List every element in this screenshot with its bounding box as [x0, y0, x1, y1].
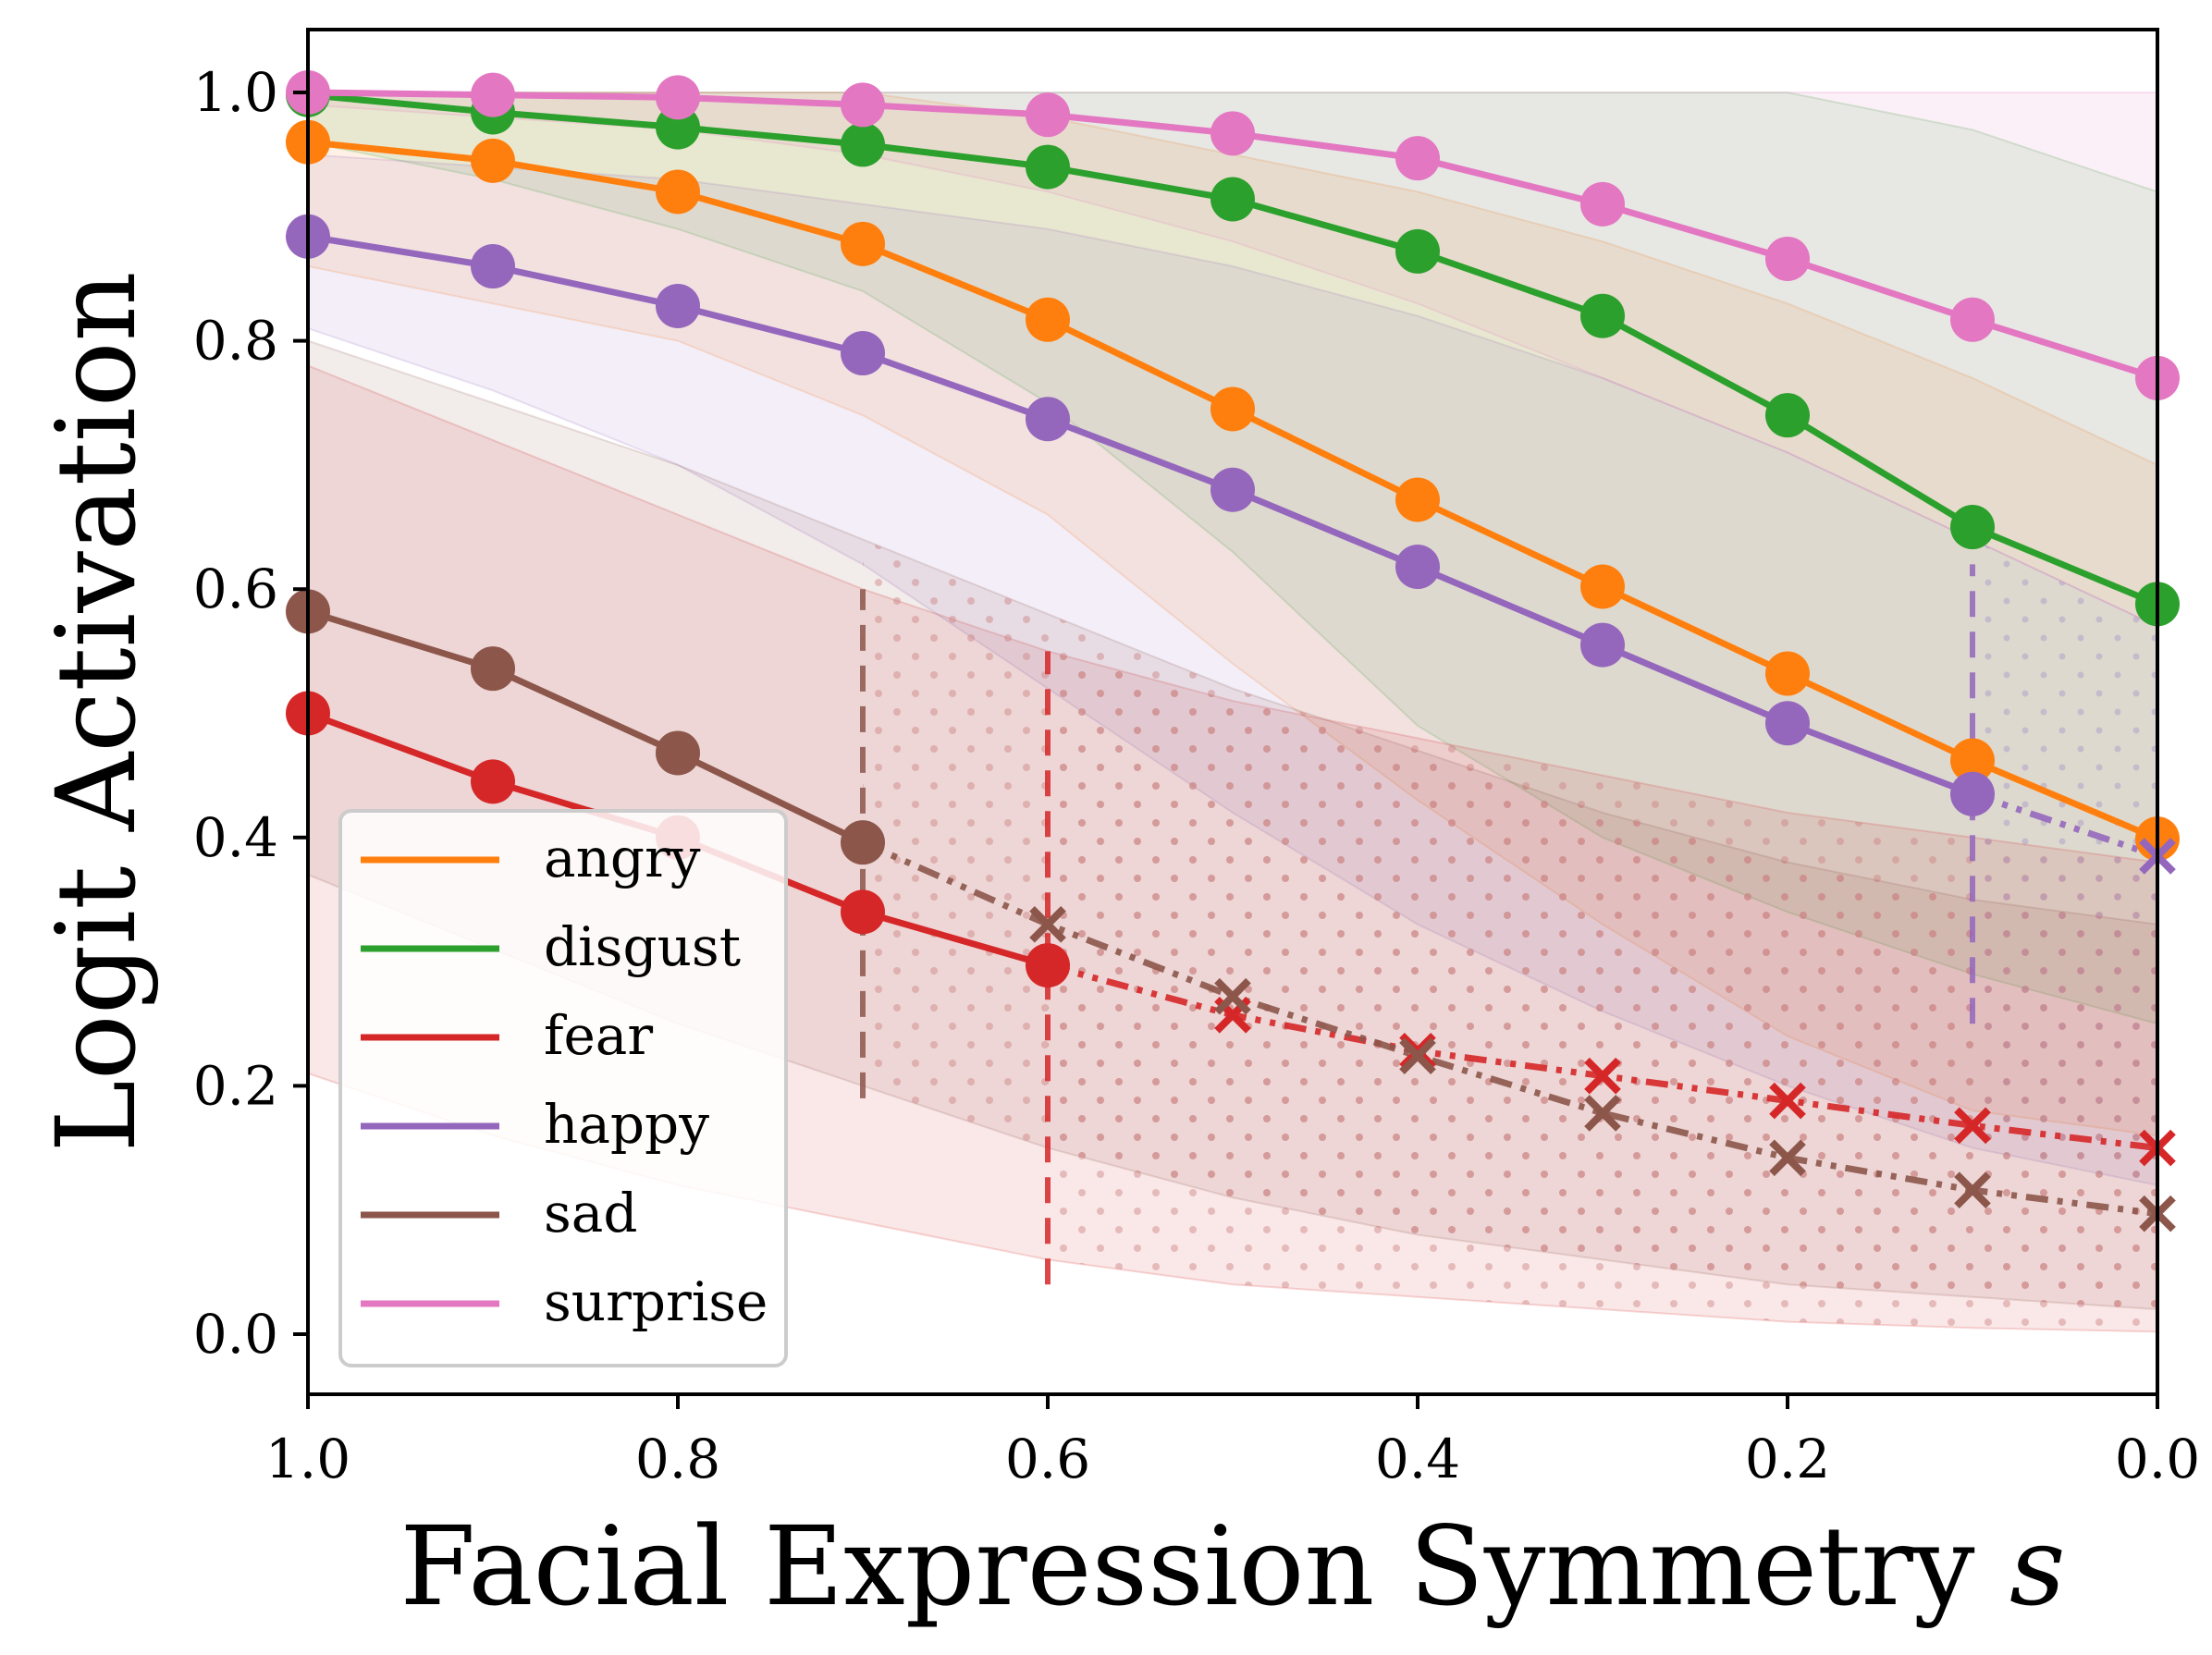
sad-extrapolated-point	[1584, 1095, 1621, 1132]
surprise-point	[1765, 236, 1810, 281]
x-tick-label: 1.0	[265, 1428, 350, 1490]
angry-point	[1026, 297, 1070, 342]
disgust-point	[1210, 177, 1255, 222]
happy-point	[841, 331, 885, 376]
disgust-band	[308, 92, 2157, 1025]
surprise-point	[841, 82, 885, 128]
sad-extrapolated-point	[1954, 1171, 1991, 1209]
fear-extrapolated-point	[1769, 1082, 1806, 1120]
plot-frame	[306, 28, 2159, 1396]
sad-extrapolated-point	[1029, 905, 1066, 943]
happy-point	[1026, 397, 1070, 442]
legend-label-angry: angry	[544, 827, 701, 889]
x-tick-label: 0.0	[2115, 1428, 2200, 1490]
surprise-point	[1210, 111, 1255, 156]
axes: 0.0 0.2 0.4 0.6 0.8 1.0 1.0 0.8 0.6 0.4 0.2 0.0	[193, 61, 2200, 1490]
sad-extrapolated-point	[1214, 977, 1251, 1015]
y-axis-label: Logit Activation	[32, 271, 160, 1152]
sad-extrapolated-point	[1399, 1037, 1436, 1074]
sad-post-threshold-hatch	[863, 539, 2157, 1310]
x-tick-label: 0.8	[635, 1428, 720, 1490]
legend-label-surprise: surprise	[544, 1270, 768, 1333]
y-tick-label: 0.0	[193, 1303, 278, 1366]
legend: angry disgust fear happy sad surprise	[338, 809, 788, 1367]
y-tick-label: 0.2	[193, 1054, 278, 1117]
fear-point	[471, 759, 515, 804]
surprise-point	[1950, 297, 1995, 342]
x-tick-label: 0.6	[1005, 1428, 1090, 1490]
surprise-point	[1580, 181, 1625, 227]
happy-point	[1580, 622, 1625, 668]
legend-label-sad: sad	[544, 1182, 637, 1244]
angry-point	[471, 138, 515, 183]
happy-point	[656, 283, 700, 328]
happy-point	[1765, 701, 1810, 746]
surprise-point	[1026, 92, 1070, 138]
surprise-point	[1395, 136, 1440, 181]
happy-point	[1210, 467, 1255, 512]
happy-line	[308, 233, 1974, 798]
disgust-point	[1026, 144, 1070, 190]
angry-point	[656, 169, 700, 215]
legend-label-happy: happy	[544, 1093, 709, 1156]
post-threshold-regions	[863, 539, 2157, 1332]
surprise-point	[656, 75, 700, 120]
happy-extrapolated-line	[1971, 791, 2157, 860]
disgust-point	[1950, 505, 1995, 550]
sad-point	[841, 820, 885, 865]
disgust-point	[1395, 228, 1440, 274]
angry-point	[1765, 651, 1810, 696]
y-tick-label: 1.0	[193, 61, 278, 124]
y-tick-label: 0.4	[193, 806, 278, 869]
angry-point	[1950, 738, 1995, 783]
fear-point	[1026, 943, 1070, 988]
sad-point	[656, 730, 700, 776]
surprise-point	[471, 72, 515, 117]
legend-label-disgust: disgust	[544, 915, 741, 978]
fear-extrapolated-point	[1954, 1107, 1991, 1145]
y-tick-label: 0.6	[193, 558, 278, 620]
legend-label-fear: fear	[544, 1004, 653, 1067]
sad-extrapolated-point	[1769, 1139, 1806, 1177]
y-tick-label: 0.8	[193, 310, 278, 373]
fear-point	[841, 889, 885, 935]
sad-point	[471, 646, 515, 692]
x-tick-label: 0.4	[1375, 1428, 1460, 1490]
happy-point	[471, 244, 515, 289]
disgust-point	[841, 122, 885, 167]
sad-line	[308, 608, 865, 846]
x-axis-label: Facial Expression Symmetry s	[399, 1502, 2065, 1630]
angry-point	[841, 221, 885, 266]
surprise-band	[308, 92, 2157, 628]
series-markers	[286, 70, 2180, 1232]
fear-extrapolated-point	[1584, 1057, 1621, 1095]
angry-point	[1580, 564, 1625, 609]
disgust-point	[1765, 393, 1810, 438]
happy-point	[1950, 771, 1995, 816]
disgust-point	[1580, 293, 1625, 338]
happy-point	[1395, 545, 1440, 590]
angry-point	[1210, 386, 1255, 432]
sad-extrapolated-line	[861, 839, 2157, 1218]
x-tick-label: 0.2	[1745, 1428, 1830, 1490]
angry-point	[1395, 477, 1440, 522]
